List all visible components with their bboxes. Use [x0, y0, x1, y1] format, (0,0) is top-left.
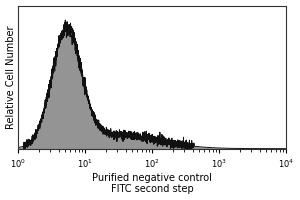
X-axis label: Purified negative control
FITC second step: Purified negative control FITC second st…: [92, 173, 212, 194]
Y-axis label: Relative Cell Number: Relative Cell Number: [6, 25, 16, 129]
